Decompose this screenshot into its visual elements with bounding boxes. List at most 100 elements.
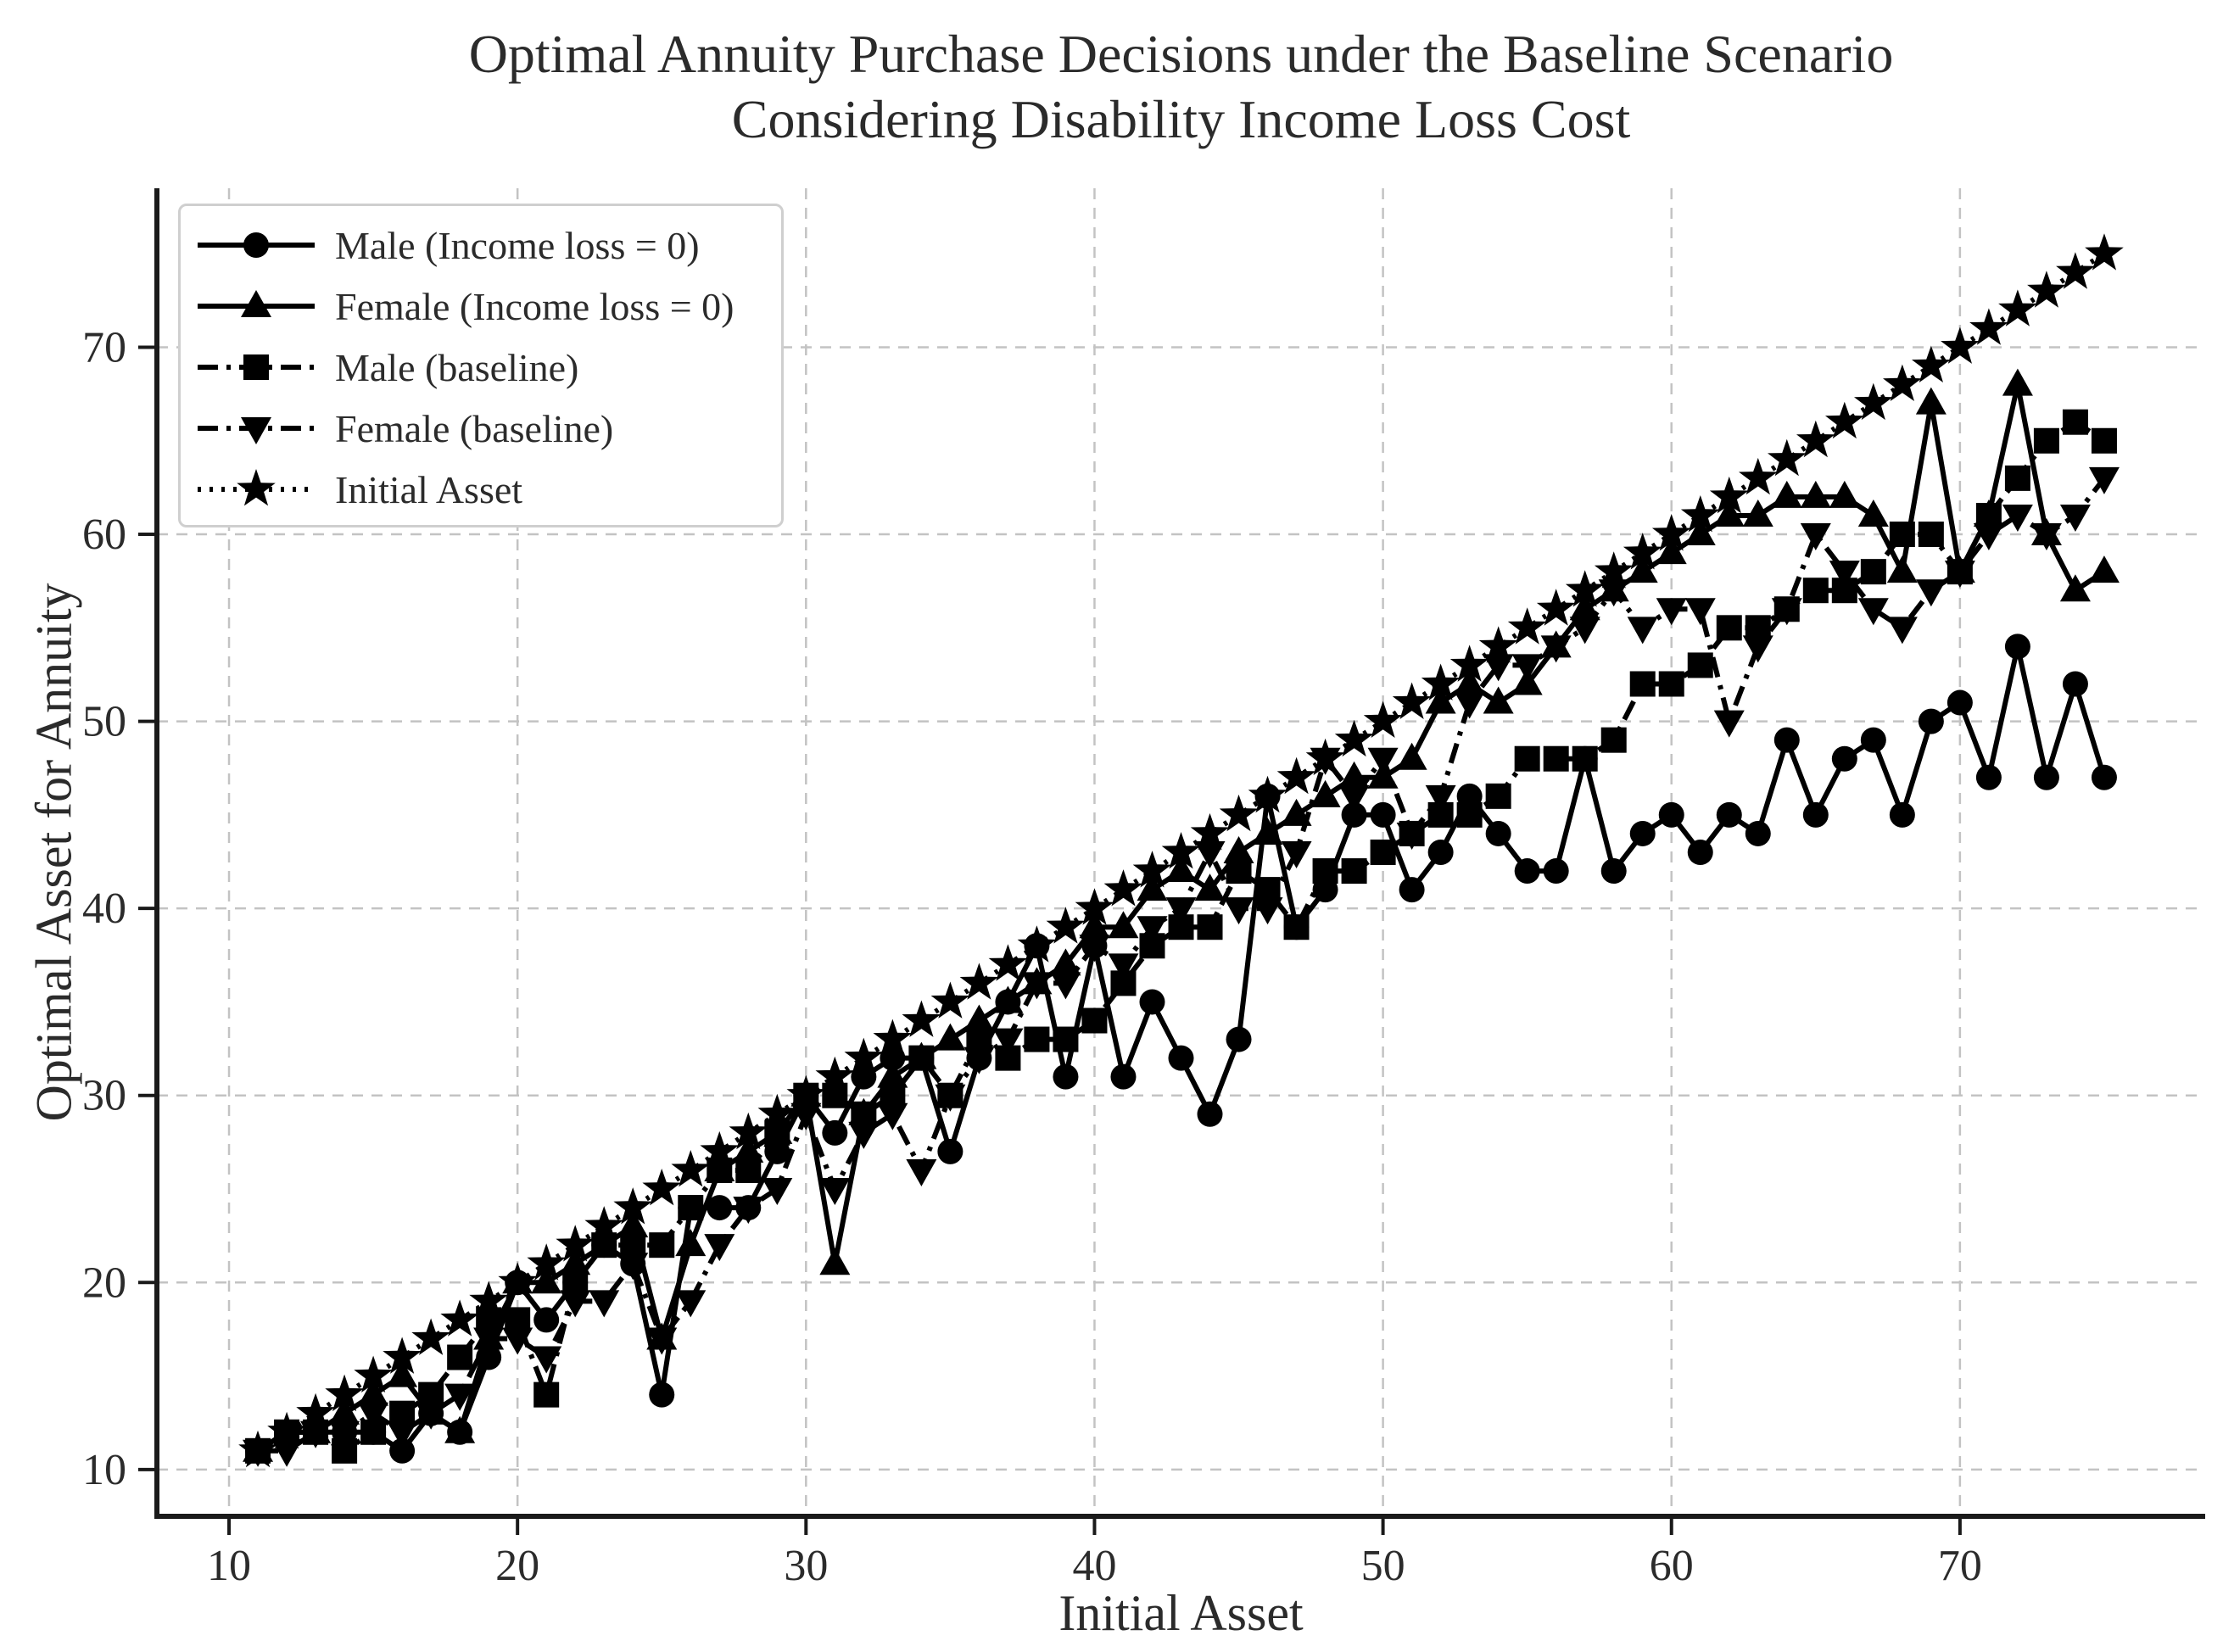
marker-triangle-down	[646, 1327, 678, 1355]
marker-triangle-up	[1915, 387, 1947, 415]
marker-triangle-down	[1771, 598, 1802, 626]
marker-triangle-down	[1944, 561, 1975, 589]
legend-handle	[198, 290, 315, 317]
marker-star	[1912, 345, 1951, 382]
marker-circle	[1773, 727, 1800, 753]
marker-circle	[1947, 689, 1973, 716]
marker-triangle-up	[675, 1229, 707, 1257]
marker-triangle-down	[906, 1158, 937, 1186]
marker-star	[584, 1206, 623, 1243]
legend-label: Initial Asset	[335, 467, 523, 511]
marker-triangle-down	[1511, 654, 1543, 682]
marker-triangle-down	[1598, 579, 1629, 607]
x-tick-label: 60	[1650, 1542, 1694, 1590]
legend-label: Male (Income loss = 0)	[335, 223, 700, 267]
y-tick-label: 50	[82, 698, 126, 746]
x-tick-label: 10	[207, 1542, 251, 1590]
marker-circle	[1975, 764, 2002, 790]
legend-item: Male (baseline)	[193, 337, 781, 398]
marker-triangle-up	[387, 1359, 418, 1387]
marker-square	[1918, 522, 1944, 548]
marker-star	[383, 1337, 422, 1374]
marker-star	[1796, 420, 1835, 458]
marker-triangle-down	[1367, 747, 1399, 775]
marker-triangle-up	[2059, 574, 2091, 602]
marker-circle	[1399, 877, 1425, 903]
legend-label: Male (baseline)	[335, 345, 579, 389]
marker-star	[1941, 326, 1980, 364]
marker-triangle-down	[992, 1028, 1024, 1056]
marker-triangle-down	[1165, 897, 1197, 925]
marker-triangle-down	[1829, 561, 1860, 589]
marker-square	[1226, 858, 1252, 885]
marker-star	[1190, 812, 1230, 851]
marker-star	[844, 1037, 884, 1074]
marker-star	[1075, 888, 1114, 925]
marker-star	[1623, 533, 1662, 570]
marker-triangle-up	[1627, 555, 1658, 583]
marker-square	[1802, 578, 1829, 604]
marker-circle	[649, 1381, 675, 1408]
marker-triangle-down	[704, 1234, 735, 1262]
marker-star	[1478, 626, 1518, 663]
marker-triangle-up	[877, 1060, 908, 1088]
marker-star	[1017, 925, 1057, 963]
marker-star	[1363, 700, 1403, 738]
legend-label: Female (Income loss = 0)	[335, 284, 734, 328]
legend-item: Initial Asset	[193, 459, 781, 520]
marker-circle	[1341, 801, 1367, 828]
marker-star	[988, 944, 1028, 981]
marker-triangle-down	[271, 1439, 303, 1467]
marker-triangle-up	[1079, 911, 1110, 939]
marker-star	[1825, 401, 1864, 439]
marker-star	[1248, 775, 1287, 813]
marker-circle	[1629, 820, 1656, 846]
legend: Male (Income loss = 0) Female (Income los…	[178, 204, 784, 527]
marker-circle	[1716, 801, 1742, 828]
marker-circle	[1226, 1026, 1252, 1052]
legend-item: Female (Income loss = 0)	[193, 276, 781, 337]
marker-triangle-down	[560, 1290, 591, 1318]
marker-star	[325, 1374, 364, 1412]
marker-triangle-up	[1310, 779, 1341, 807]
marker-star	[1103, 869, 1143, 907]
marker-circle	[1110, 1063, 1137, 1090]
axes: 10 20 30 40 50 60 70 10 20 30 40 50 60 70	[82, 188, 2205, 1590]
marker-triangle-down	[790, 1102, 822, 1130]
marker-triangle-down	[1194, 841, 1226, 868]
marker-circle	[243, 232, 269, 258]
marker-triangle-down	[1425, 784, 1456, 812]
x-axis-title: Initial Asset	[1058, 1585, 1304, 1641]
marker-square	[678, 1195, 704, 1221]
marker-star	[815, 1056, 855, 1094]
marker-triangle-up	[1656, 537, 1687, 565]
marker-star	[2085, 233, 2124, 271]
marker-triangle-up	[733, 1135, 764, 1163]
marker-triangle-down	[1483, 654, 1514, 682]
x-tick-label: 40	[1072, 1542, 1116, 1590]
marker-triangle-down	[300, 1420, 332, 1448]
marker-circle	[1427, 840, 1454, 865]
marker-star	[469, 1281, 508, 1318]
marker-triangle-up	[560, 1247, 591, 1275]
marker-star	[1998, 289, 2037, 326]
marker-triangle-up	[1684, 518, 1716, 546]
marker-star	[613, 1187, 653, 1225]
marker-star	[1276, 756, 1316, 795]
marker-star	[1594, 551, 1634, 589]
marker-square	[447, 1344, 473, 1370]
marker-circle	[533, 1307, 560, 1333]
marker-triangle-down	[1454, 691, 1485, 719]
marker-square	[1312, 858, 1338, 885]
marker-triangle-up	[1165, 855, 1197, 883]
marker-triangle-up	[1252, 817, 1283, 845]
marker-star	[1883, 364, 1922, 401]
marker-triangle-down	[1050, 972, 1081, 1000]
x-tick-label: 20	[495, 1542, 539, 1590]
marker-triangle-down	[1656, 598, 1687, 626]
marker-square	[649, 1232, 675, 1259]
marker-triangle-down	[1252, 897, 1283, 925]
marker-triangle-up	[963, 1004, 995, 1032]
legend-handle	[198, 469, 315, 506]
